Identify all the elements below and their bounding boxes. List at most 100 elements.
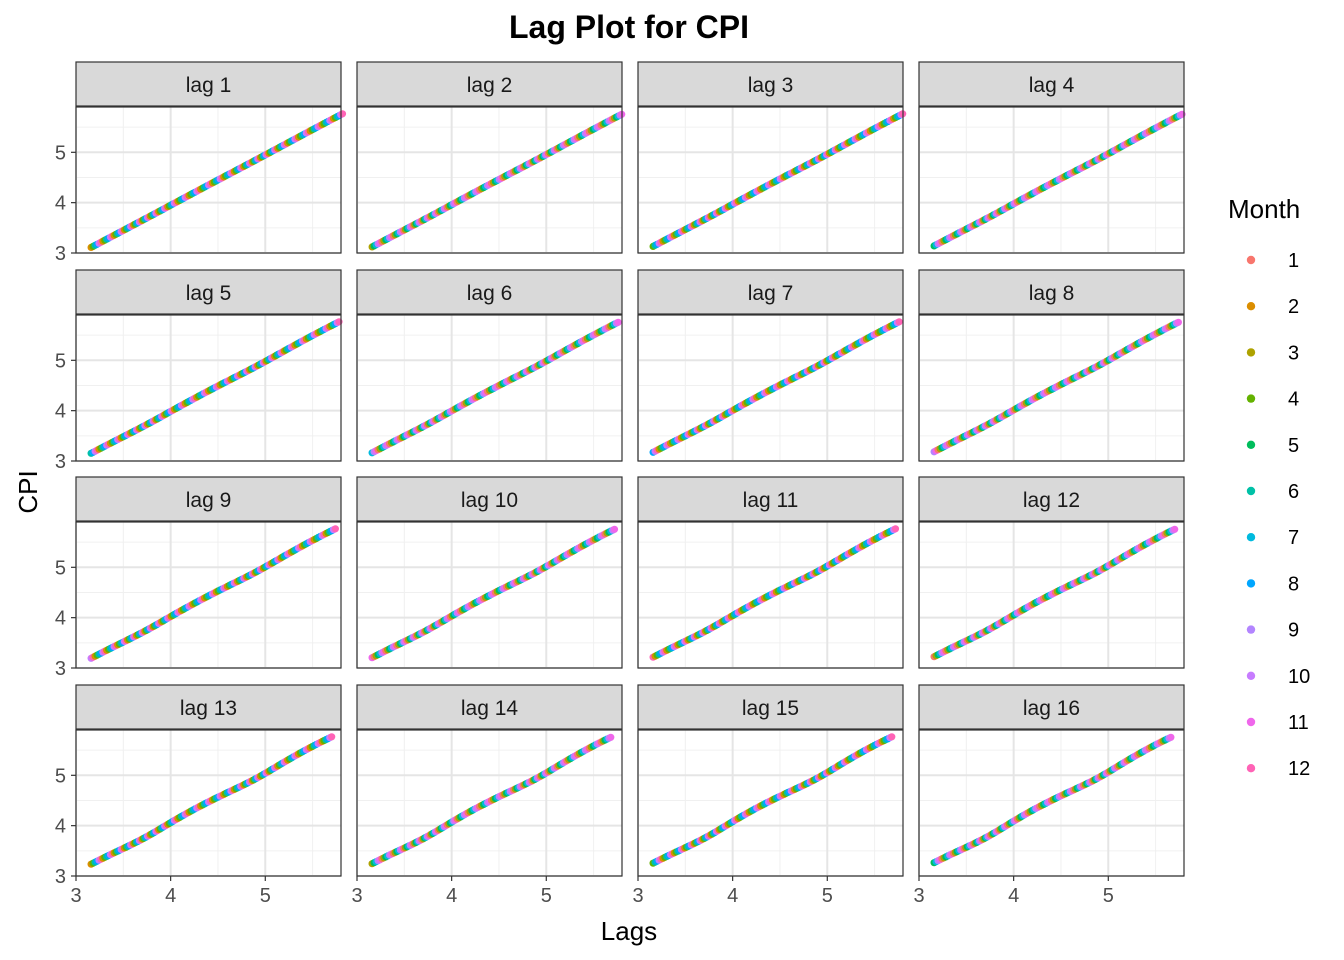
- data-point: [1171, 525, 1179, 533]
- x-axis-title: Lags: [601, 916, 657, 946]
- x-tick-label: 4: [1008, 885, 1019, 907]
- facet-strip: [75, 476, 342, 522]
- data-point: [1167, 733, 1175, 741]
- x-tick-label: 5: [822, 885, 833, 907]
- facet-strip: [637, 684, 904, 730]
- legend-key: [1246, 579, 1256, 588]
- legend-title: Month: [1228, 194, 1300, 224]
- facet-panel: lag 1 3 4 5: [55, 61, 347, 265]
- y-tick-label: 3: [55, 658, 66, 680]
- scatter-points: [649, 318, 903, 456]
- legend-item: 12: [1246, 758, 1310, 780]
- legend-item: 10: [1246, 666, 1310, 688]
- facet-panel: lag 7: [637, 269, 904, 462]
- legend-key: [1246, 394, 1256, 403]
- scatter-points: [930, 318, 1182, 456]
- facet-strip-label: lag 10: [461, 489, 518, 512]
- facet-strip-label: lag 16: [1023, 697, 1080, 720]
- panel-border: [637, 314, 904, 462]
- y-tick-label: 5: [55, 765, 66, 787]
- scatter-points: [368, 525, 619, 662]
- y-tick-label: 4: [55, 193, 66, 215]
- x-tick-label: 3: [913, 885, 924, 907]
- scatter-points: [368, 733, 615, 868]
- data-point: [610, 525, 619, 533]
- facet-strip: [637, 476, 904, 522]
- facet-strip-label: lag 7: [748, 282, 794, 305]
- legend-label: 11: [1288, 712, 1309, 734]
- facet-strip-label: lag 13: [180, 697, 237, 720]
- facet-panel: lag 14 3 4 5: [351, 684, 623, 907]
- y-tick-label: 3: [55, 243, 66, 265]
- x-tick-label: 5: [541, 885, 552, 907]
- panel-border: [75, 106, 342, 254]
- scatter-points: [87, 318, 343, 457]
- scatter-points: [930, 525, 1179, 661]
- facet-strip-label: lag 5: [186, 282, 232, 305]
- y-tick-label: 3: [55, 451, 66, 473]
- x-tick-label: 3: [632, 885, 643, 907]
- y-tick-label: 4: [55, 401, 66, 423]
- facet-panel: lag 12: [918, 476, 1185, 669]
- legend-label: 9: [1288, 620, 1299, 642]
- facet-strip-label: lag 12: [1023, 489, 1080, 512]
- legend-label: 5: [1288, 435, 1299, 457]
- facet-panel: lag 8: [918, 269, 1185, 462]
- facet-strip: [75, 269, 342, 315]
- legend-key: [1246, 255, 1256, 265]
- x-tick-label: 4: [446, 885, 457, 907]
- y-tick-label: 5: [55, 557, 66, 579]
- x-tick-label: 3: [351, 885, 362, 907]
- data-point: [331, 525, 339, 533]
- panel-border: [918, 314, 1185, 462]
- legend-label: 2: [1288, 296, 1299, 318]
- legend-label: 6: [1288, 481, 1299, 503]
- facet-panel: lag 6: [356, 269, 623, 462]
- x-tick-label: 5: [260, 885, 271, 907]
- legend-item: 11: [1246, 712, 1309, 734]
- legend-key: [1246, 671, 1256, 680]
- scatter-points: [87, 110, 347, 251]
- facet-panel: lag 4: [918, 61, 1186, 254]
- facet-panel: lag 13 3 4 5 3 4 5: [55, 684, 342, 907]
- facet-strip: [918, 476, 1185, 522]
- legend-item: 6: [1246, 481, 1299, 503]
- legend-key: [1246, 440, 1256, 449]
- facet-strip: [75, 61, 342, 107]
- legend-key: [1246, 625, 1256, 634]
- data-point: [607, 733, 615, 741]
- legend-label: 8: [1288, 573, 1299, 595]
- panel-border: [637, 521, 904, 669]
- panel-border: [918, 106, 1185, 254]
- x-tick-label: 4: [727, 885, 738, 907]
- facet-panel: lag 16 3 4 5: [913, 684, 1185, 907]
- legend-item: 4: [1246, 389, 1299, 411]
- y-tick-label: 4: [55, 608, 66, 630]
- facet-strip: [637, 269, 904, 315]
- facet-strip-label: lag 3: [748, 74, 794, 97]
- panel-border: [637, 106, 904, 254]
- legend-key: [1246, 533, 1256, 542]
- x-tick-label: 3: [70, 885, 81, 907]
- facet-strip-label: lag 15: [742, 697, 799, 720]
- facet-panel: lag 15 3 4 5: [632, 684, 904, 907]
- facet-strip-label: lag 1: [186, 74, 232, 97]
- scatter-points: [87, 525, 339, 662]
- data-point: [614, 318, 622, 326]
- x-tick-label: 5: [1103, 885, 1114, 907]
- legend-key: [1246, 348, 1256, 357]
- facet-strip: [637, 61, 904, 107]
- panel-border: [356, 106, 623, 254]
- y-axis-title: CPI: [13, 470, 43, 513]
- facet-strip-label: lag 4: [1029, 74, 1075, 97]
- facet-panel: lag 3: [637, 61, 907, 254]
- panel-border: [637, 729, 904, 877]
- scatter-points: [368, 110, 626, 251]
- panel-border: [75, 521, 342, 669]
- facet-strip: [918, 61, 1185, 107]
- data-point: [328, 733, 336, 741]
- data-point: [1174, 318, 1182, 326]
- panel-border: [75, 729, 342, 877]
- facet-strip: [918, 684, 1185, 730]
